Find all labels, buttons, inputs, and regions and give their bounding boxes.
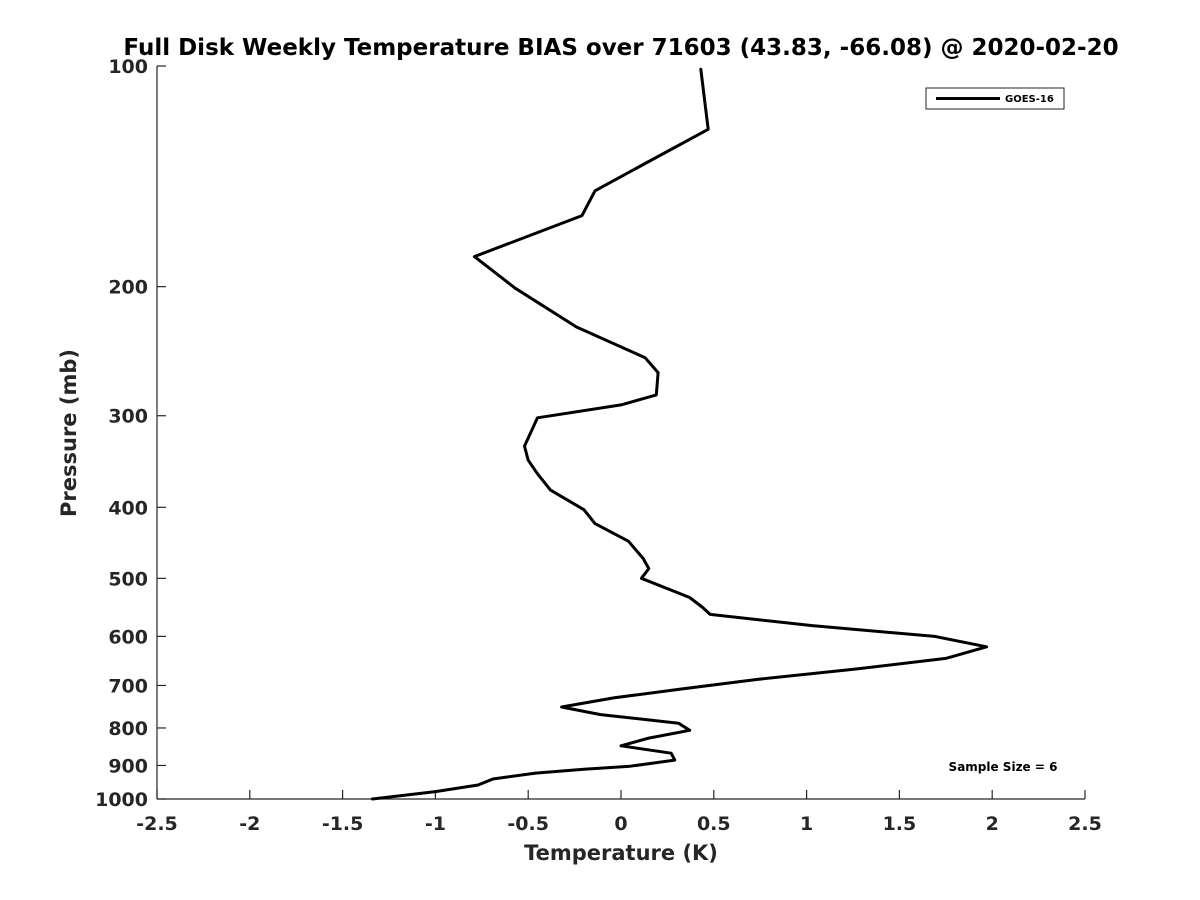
y-tick-label: 900	[108, 755, 148, 777]
y-axis-ticks: 100 200 300 400 500 600 700 800 900 1000	[95, 56, 166, 811]
y-tick-label: 600	[108, 626, 148, 648]
x-tick-label: 2	[986, 813, 999, 835]
x-tick-label: 1	[800, 813, 813, 835]
x-tick-label: -2.5	[136, 813, 178, 835]
series-layer	[370, 67, 989, 801]
y-tick-label: 500	[108, 568, 148, 590]
y-tick-label: 400	[108, 497, 148, 519]
x-tick-label: -1	[425, 813, 446, 835]
x-tick-label: 0	[614, 813, 627, 835]
legend: GOES-16	[925, 87, 1065, 110]
legend-label-goes-16: GOES-16	[1005, 94, 1054, 105]
x-tick-label: 1.5	[883, 813, 917, 835]
y-tick-label: 800	[108, 718, 148, 740]
x-tick-label: -1.5	[322, 813, 364, 835]
x-tick-label: -2	[239, 813, 260, 835]
sample-size-annotation: Sample Size = 6	[949, 760, 1058, 774]
series-line-goes-16	[370, 67, 989, 801]
y-tick-label: 1000	[95, 789, 148, 811]
y-tick-label: 200	[108, 277, 148, 299]
y-tick-label: 300	[108, 406, 148, 428]
x-tick-label: 2.5	[1068, 813, 1102, 835]
chart-title: Full Disk Weekly Temperature BIAS over 7…	[123, 35, 1118, 61]
x-axis-ticks: -2.5 -2 -1.5 -1 -0.5 0 0.5 1 1.5 2 2.5	[136, 790, 1102, 835]
y-tick-label: 700	[108, 675, 148, 697]
x-tick-label: 0.5	[697, 813, 731, 835]
y-axis-label: Pressure (mb)	[57, 349, 81, 517]
y-tick-label: 100	[108, 56, 148, 78]
x-tick-label: -0.5	[507, 813, 549, 835]
x-axis-label: Temperature (K)	[524, 841, 718, 865]
